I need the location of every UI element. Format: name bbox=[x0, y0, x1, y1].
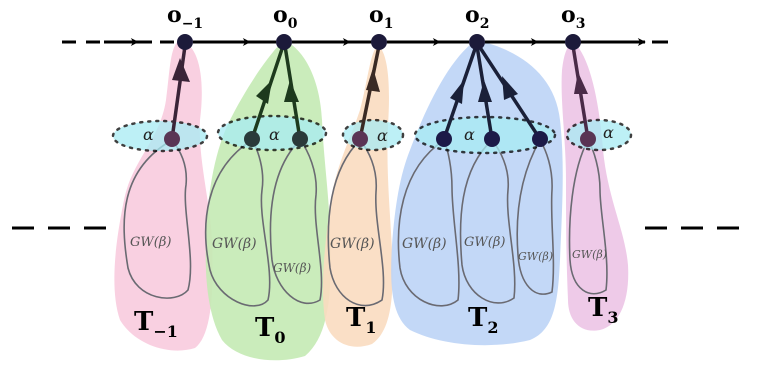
child-nodes bbox=[164, 131, 596, 147]
alpha-ellipse-T-1 bbox=[111, 119, 209, 153]
subtree-loop bbox=[327, 138, 385, 307]
subtree-loop bbox=[397, 138, 460, 307]
tree-blob-T3 bbox=[561, 42, 629, 331]
arrowhead bbox=[366, 68, 380, 92]
subtree-loops bbox=[123, 138, 608, 307]
arrowhead bbox=[450, 80, 464, 104]
subtree-loop bbox=[269, 138, 323, 305]
gw-labels: GW(β) GW(β) GW(β) GW(β) GW(β) GW(β) GW(β… bbox=[130, 235, 607, 275]
alpha-ellipse-T1 bbox=[341, 118, 405, 152]
alpha-label: α bbox=[603, 123, 614, 142]
tree-label-T2: T2 bbox=[468, 303, 499, 337]
observation-node-o2 bbox=[469, 34, 485, 50]
tree-label-T3: T3 bbox=[588, 293, 619, 327]
observation-node-o0 bbox=[276, 34, 292, 50]
edge-T-1 bbox=[170, 45, 187, 140]
arrowhead bbox=[502, 76, 518, 100]
subtree-loop bbox=[568, 138, 608, 295]
alpha-label: α bbox=[143, 125, 154, 144]
gw-label: GW(β) bbox=[130, 235, 171, 250]
gw-label: GW(β) bbox=[402, 236, 447, 252]
arrowhead bbox=[256, 80, 272, 104]
edge-T1 bbox=[358, 45, 381, 140]
tree-label-T-1: T−1 bbox=[134, 307, 178, 341]
observation-node-o-1 bbox=[177, 34, 193, 50]
observation-label-o3: o3 bbox=[561, 2, 585, 32]
edge-arrowheads bbox=[172, 58, 588, 104]
observation-label-o0: o0 bbox=[273, 2, 298, 32]
subtree-loop bbox=[205, 138, 271, 307]
observation-label-o1: o1 bbox=[369, 2, 393, 32]
child-node bbox=[164, 131, 180, 147]
observation-nodes bbox=[177, 34, 581, 50]
subtree-loop bbox=[123, 138, 192, 299]
alpha-label: α bbox=[269, 125, 280, 144]
alpha-ellipse-T3 bbox=[565, 118, 633, 152]
child-node bbox=[532, 131, 548, 147]
arrowhead bbox=[574, 72, 588, 94]
child-node bbox=[352, 131, 368, 147]
child-node bbox=[292, 131, 308, 147]
gw-label: GW(β) bbox=[518, 250, 553, 263]
tree-blob-T2 bbox=[391, 40, 563, 346]
observation-labels: o−1 o0 o1 o2 o3 bbox=[167, 2, 585, 32]
gw-label: GW(β) bbox=[572, 248, 607, 261]
tree-label-T1: T1 bbox=[346, 303, 377, 337]
subtree-loop bbox=[516, 138, 555, 295]
observation-label-o-1: o−1 bbox=[167, 2, 203, 32]
gw-label: GW(β) bbox=[273, 261, 312, 275]
gw-label: GW(β) bbox=[212, 236, 257, 252]
tree-label-T0: T0 bbox=[255, 313, 286, 347]
alpha-label: α bbox=[377, 126, 388, 145]
tree-blob-T1 bbox=[322, 45, 393, 347]
child-node bbox=[244, 131, 260, 147]
subtree-loop bbox=[459, 138, 516, 304]
observation-node-o1 bbox=[371, 34, 387, 50]
observation-node-o3 bbox=[565, 34, 581, 50]
child-node bbox=[484, 131, 500, 147]
alpha-label: α bbox=[464, 125, 475, 144]
arrowhead bbox=[284, 80, 299, 102]
gw-label: GW(β) bbox=[464, 235, 505, 250]
child-node bbox=[436, 131, 452, 147]
tree-labels: T−1 T0 T1 T2 T3 bbox=[134, 293, 619, 347]
arrowhead bbox=[172, 58, 190, 82]
alpha-labels: α α α α α bbox=[143, 123, 614, 145]
observation-label-o2: o2 bbox=[465, 2, 489, 32]
child-node bbox=[580, 131, 596, 147]
tree-blob-T-1 bbox=[114, 40, 213, 351]
arrowhead bbox=[478, 80, 492, 102]
gw-label: GW(β) bbox=[330, 236, 375, 252]
